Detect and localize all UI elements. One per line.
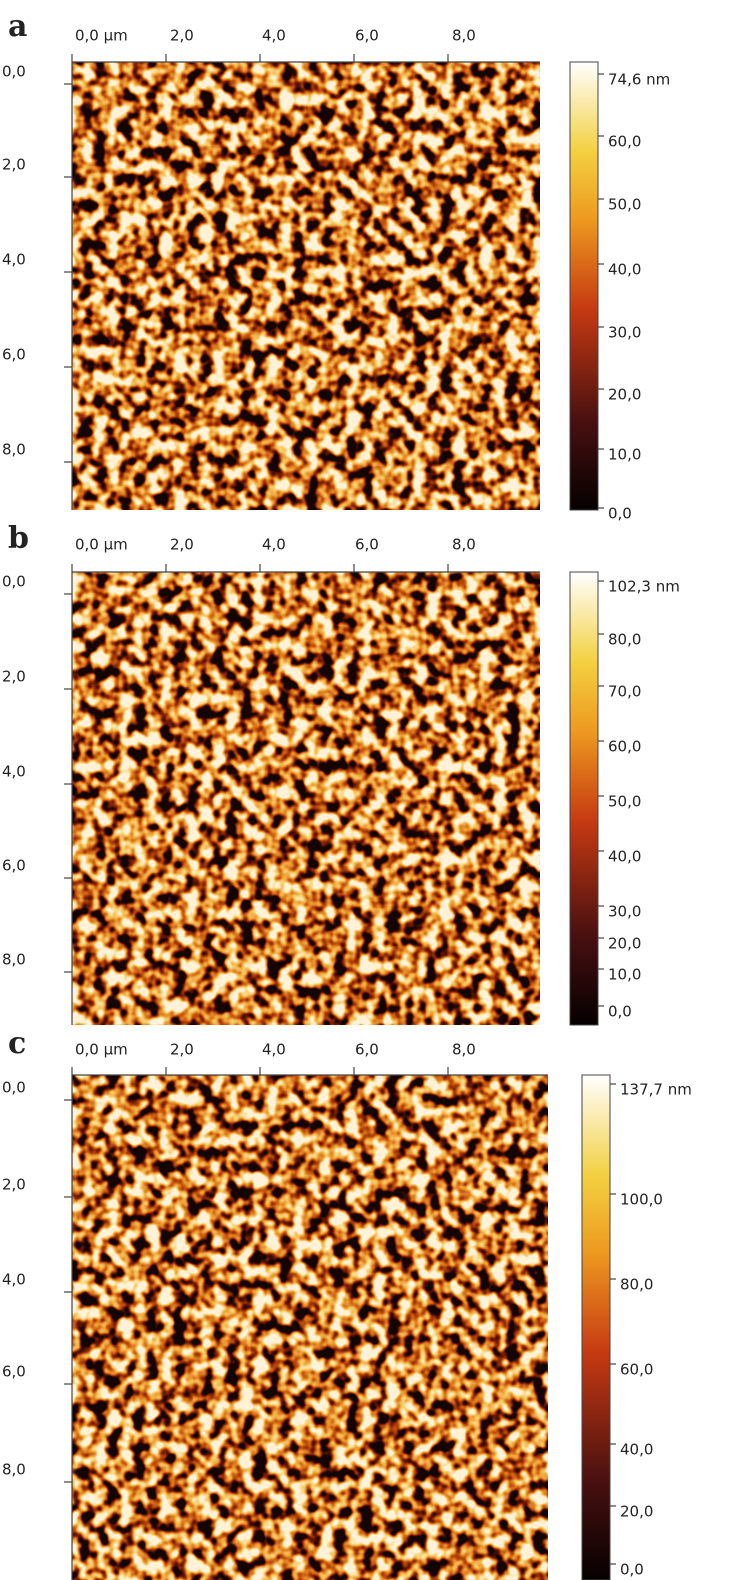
colorbar-label: 20,0	[608, 935, 641, 953]
colorbar-label: 60,0	[620, 1361, 653, 1379]
y-tick-label: 4,0	[2, 1271, 26, 1289]
y-tick-label: 0,0	[2, 63, 26, 81]
colorbar-label: 30,0	[608, 324, 641, 342]
colorbar-label: 40,0	[608, 261, 641, 279]
colorbar-label: 137,7 nm	[620, 1081, 692, 1099]
x-tick-label: 4,0	[262, 536, 286, 554]
y-tick-label: 2,0	[2, 156, 26, 174]
x-tick-label: 8,0	[452, 536, 476, 554]
afm-image	[72, 62, 540, 510]
colorbar-label: 0,0	[608, 505, 632, 523]
colorbar-label: 60,0	[608, 133, 641, 151]
y-tick-label: 8,0	[2, 951, 26, 969]
panel-label: b	[8, 521, 29, 556]
y-tick-label: 8,0	[2, 1461, 26, 1479]
x-tick-label: 0,0 µm	[75, 536, 128, 554]
colorbar-label: 0,0	[608, 1003, 632, 1021]
panel-label: c	[8, 1026, 26, 1061]
colorbar-label: 100,0	[620, 1191, 663, 1209]
y-tick-label: 8,0	[2, 441, 26, 459]
y-tick-label: 0,0	[2, 573, 26, 591]
colorbar-label: 10,0	[608, 446, 641, 464]
afm-image	[72, 572, 540, 1025]
x-tick-label: 8,0	[452, 27, 476, 45]
colorbar	[581, 1074, 611, 1580]
colorbar-label: 20,0	[620, 1503, 653, 1521]
colorbar-label: 50,0	[608, 196, 641, 214]
colorbar-label: 50,0	[608, 793, 641, 811]
x-tick-label: 4,0	[262, 27, 286, 45]
y-tick-label: 6,0	[2, 346, 26, 364]
colorbar	[569, 61, 599, 511]
colorbar-label: 40,0	[620, 1441, 653, 1459]
colorbar-label: 10,0	[608, 966, 641, 984]
colorbar-label: 60,0	[608, 738, 641, 756]
y-tick-label: 2,0	[2, 1176, 26, 1194]
x-tick-label: 2,0	[170, 1041, 194, 1059]
colorbar-label: 70,0	[608, 683, 641, 701]
y-tick-label: 2,0	[2, 668, 26, 686]
x-tick-label: 6,0	[355, 536, 379, 554]
colorbar-label: 80,0	[620, 1276, 653, 1294]
x-tick-label: 0,0 µm	[75, 27, 128, 45]
x-tick-label: 6,0	[355, 27, 379, 45]
colorbar	[569, 571, 599, 1026]
colorbar-label: 20,0	[608, 386, 641, 404]
colorbar-label: 0,0	[620, 1561, 644, 1579]
colorbar-label: 40,0	[608, 848, 641, 866]
x-tick-label: 6,0	[355, 1041, 379, 1059]
y-tick-label: 0,0	[2, 1079, 26, 1097]
x-tick-label: 2,0	[170, 27, 194, 45]
x-tick-label: 0,0 µm	[75, 1041, 128, 1059]
x-tick-label: 2,0	[170, 536, 194, 554]
x-tick-label: 8,0	[452, 1041, 476, 1059]
colorbar-label: 30,0	[608, 903, 641, 921]
y-tick-label: 4,0	[2, 763, 26, 781]
colorbar-label: 80,0	[608, 631, 641, 649]
panel-label: a	[8, 9, 27, 44]
y-tick-label: 6,0	[2, 1363, 26, 1381]
y-tick-label: 6,0	[2, 857, 26, 875]
y-tick-label: 4,0	[2, 251, 26, 269]
colorbar-label: 102,3 nm	[608, 578, 680, 596]
x-tick-label: 4,0	[262, 1041, 286, 1059]
afm-image	[72, 1075, 548, 1580]
colorbar-label: 74,6 nm	[608, 71, 670, 89]
